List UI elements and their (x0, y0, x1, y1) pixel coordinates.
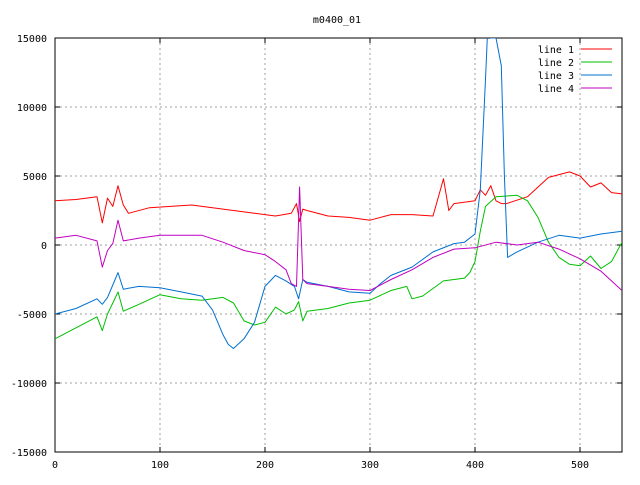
series-line-4 (55, 186, 622, 291)
x-tick-label: 100 (151, 460, 169, 471)
y-tick-label: 10000 (17, 103, 47, 114)
legend-label: line 2 (538, 58, 574, 69)
legend: line 1 line 2 line 3 line 4 (538, 45, 612, 95)
y-tick-label: -15000 (11, 448, 47, 459)
legend-label: line 4 (538, 84, 574, 95)
legend-label: line 3 (538, 71, 574, 82)
x-tick-label: 0 (52, 460, 58, 471)
y-tick-label: 5000 (23, 172, 47, 183)
x-tick-label: 300 (361, 460, 379, 471)
y-tick-label: -5000 (17, 310, 47, 321)
series-line-1 (55, 171, 622, 224)
series-lines (55, 38, 622, 349)
chart-title: m0400_01 (313, 15, 361, 26)
x-tick-label: 200 (256, 460, 274, 471)
series-line-3 (55, 38, 622, 349)
x-tick-label: 400 (466, 460, 484, 471)
grid (55, 38, 622, 452)
legend-label: line 1 (538, 45, 574, 56)
axes: 0 100 200 300 400 500 -15000 -10000 -5000 0 5000 10… (11, 34, 623, 471)
x-tick-label: 500 (571, 460, 589, 471)
series-line-2 (55, 194, 622, 340)
y-tick-label: 0 (41, 241, 47, 252)
y-tick-label: 15000 (17, 34, 47, 45)
y-tick-label: -10000 (11, 379, 47, 390)
